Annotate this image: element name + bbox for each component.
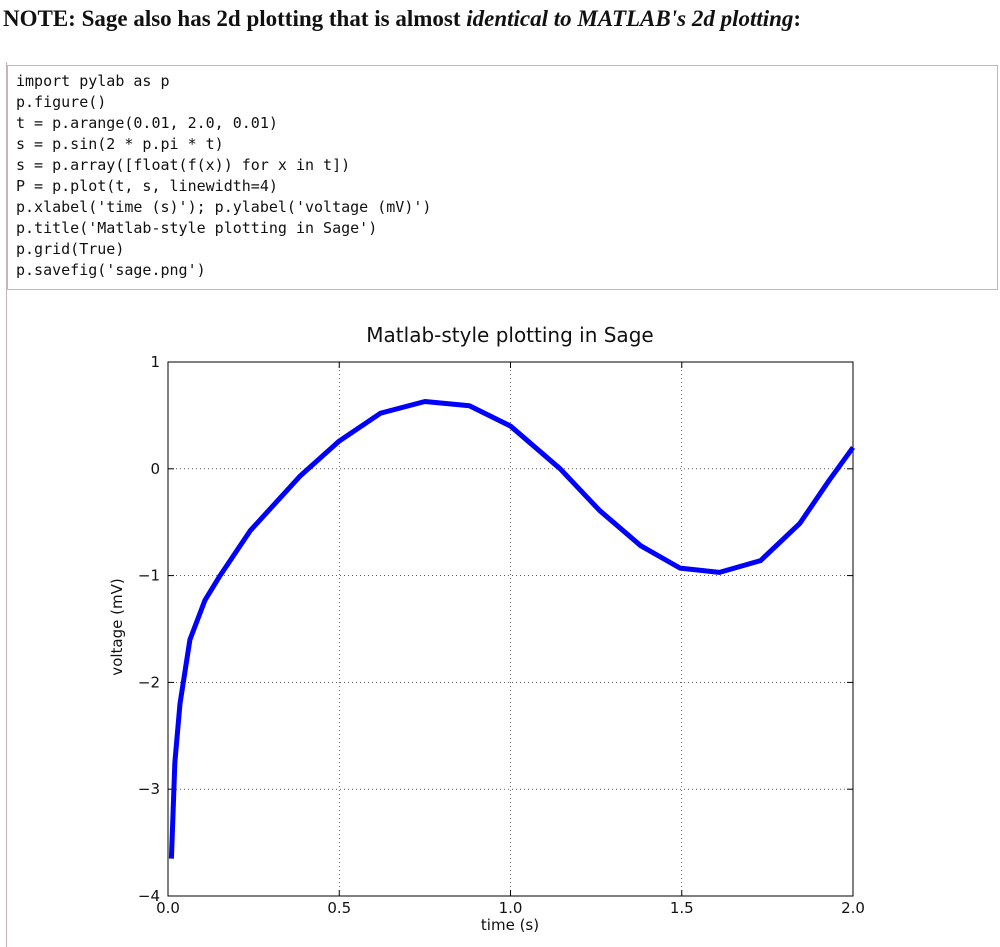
cell-border <box>6 62 7 947</box>
y-tick-label: −1 <box>138 567 160 585</box>
code-line: s = p.sin(2 * p.pi * t) <box>16 135 224 153</box>
x-tick-label: 1.5 <box>670 899 694 917</box>
plot-frame <box>167 361 854 897</box>
note-text: NOTE: Sage also has 2d plotting that is … <box>3 6 467 31</box>
x-tick-label: 0.0 <box>156 899 180 917</box>
note-heading: NOTE: Sage also has 2d plotting that is … <box>3 6 801 32</box>
code-line: s = p.array([float(f(x)) for x in t]) <box>16 156 351 174</box>
code-line: t = p.arange(0.01, 2.0, 0.01) <box>16 114 278 132</box>
x-tick-label: 0.5 <box>327 899 351 917</box>
code-line: p.title('Matlab-style plotting in Sage') <box>16 219 378 237</box>
code-line: p.grid(True) <box>16 240 125 258</box>
note-emphasis: identical to MATLAB's 2d plotting <box>466 6 794 31</box>
y-tick-label: 0 <box>150 460 160 478</box>
code-line: p.savefig('sage.png') <box>16 261 206 279</box>
code-cell[interactable]: import pylab as p p.figure() t = p.arange(… <box>7 65 998 290</box>
chart: Matlab-style plotting in Sage time (s) v… <box>108 323 865 934</box>
x-axis-label: time (s) <box>481 916 539 934</box>
y-tick-label: 1 <box>150 353 160 371</box>
x-tick-label: 2.0 <box>841 899 865 917</box>
y-axis-label: voltage (mV) <box>108 578 126 675</box>
y-tick-label: −2 <box>138 673 160 691</box>
y-tick-label: −3 <box>138 780 160 798</box>
code-line: P = p.plot(t, s, linewidth=4) <box>16 177 278 195</box>
x-tick-label: 1.0 <box>499 899 523 917</box>
line-series <box>168 399 856 859</box>
chart-title: Matlab-style plotting in Sage <box>366 323 653 347</box>
code-line: p.figure() <box>16 93 107 111</box>
code-line: import pylab as p <box>16 72 170 90</box>
code-line: p.xlabel('time (s)'); p.ylabel('voltage … <box>16 198 432 216</box>
note-colon: : <box>793 6 802 31</box>
y-tick-label: −4 <box>138 887 160 905</box>
